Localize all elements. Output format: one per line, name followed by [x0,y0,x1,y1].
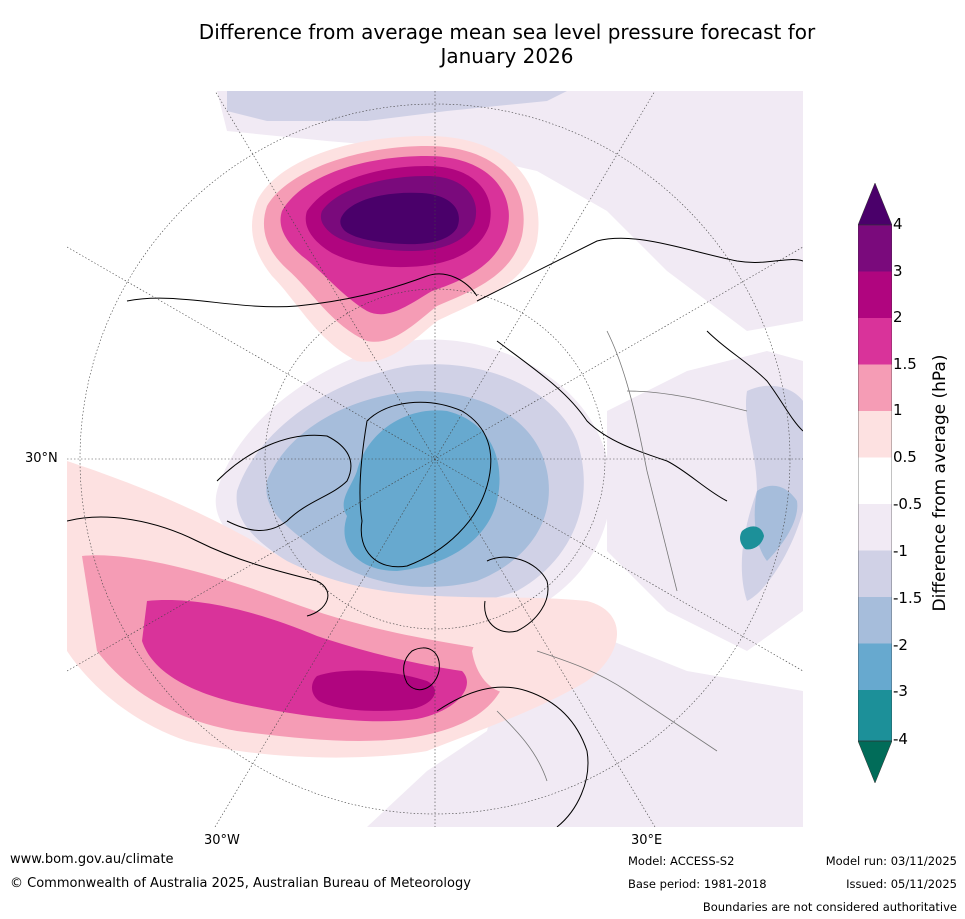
lat-label-30n: 30°N [25,451,58,466]
coast-north-america [67,516,329,617]
anomaly-neg05-europe-asia [367,631,803,827]
colorbar-bin-neg05-neg1 [858,504,892,551]
colorbar-bin-neg2-neg3 [858,643,892,690]
colorbar-tick: -4 [893,730,908,748]
coast-scandinavia [484,556,549,633]
anomaly-pos1-europe [472,602,599,694]
coast-east-asia [706,330,803,432]
coastlines [67,237,803,827]
boundary-disclaimer: Boundaries are not considered authoritat… [702,900,957,914]
meridian-30w [214,91,656,827]
colorbar-bin-neg1-neg15 [858,550,892,597]
map-title: Difference from average mean sea level p… [0,20,965,68]
title-line-1: Difference from average mean sea level p… [198,20,816,44]
meridian-30e [214,91,656,827]
issued-date: Issued: 05/11/2025 [846,877,957,891]
title-line-2: January 2026 [440,44,574,68]
colorbar-title: Difference from average (hPa) [930,354,950,612]
colorbar [858,183,892,783]
anomaly-neg1-north [227,91,567,121]
colorbar-bin-05-1 [858,411,892,458]
model-name: Model: ACCESS-S2 [628,854,735,868]
coast-europe [436,686,589,827]
colorbar-bin-1-15 [858,364,892,411]
graticule [67,91,803,827]
colorbar-tick: -0.5 [893,495,923,513]
coast-british-isles [403,647,440,691]
lat-circle-30 [79,103,791,815]
colorbar-frame [858,224,892,742]
base-period: Base period: 1981-2018 [628,877,767,891]
coast-alaska [126,273,478,308]
meridian-60e [67,246,803,672]
colorbar-tick: -2 [893,636,908,654]
lon-label-30e: 30°E [631,833,663,848]
anomaly-neg05-north [217,91,803,331]
coast-canada-arctic [216,434,352,531]
colorbar-bin-neg3-neg4 [858,690,892,741]
colorbar-tick: 4 [893,215,903,233]
anomaly-neg3-eastasia [740,526,764,550]
colorbar-extend-low [858,740,892,783]
colorbar-tick: -3 [893,682,908,700]
colorbar-tick: 3 [893,262,903,280]
colorbar-tick: 0.5 [893,448,917,466]
colorbar-tick: -1 [893,542,908,560]
colorbar-bin-neg15-neg2 [858,597,892,644]
coast-siberia [476,237,803,302]
website-link[interactable]: www.bom.gov.au/climate [10,852,174,867]
colorbar-bin-2-3 [858,271,892,318]
colorbar-tick: 1.5 [893,355,917,373]
colorbar-bin-15-2 [858,318,892,365]
borders [496,330,748,782]
pressure-anomaly-map [67,91,803,827]
anomaly-pos4plus-bering [340,192,459,245]
colorbar-tick: 1 [893,401,903,419]
anomaly-pos3-atlantic [311,670,435,711]
colorbar-tick: 2 [893,308,903,326]
coast-greenland [359,401,492,568]
lat-circle-60 [264,288,606,630]
colorbar-extend-high [858,183,892,226]
colorbar-tick: -1.5 [893,589,923,607]
model-run-date: Model run: 03/11/2025 [825,854,957,868]
colorbar-bin-neutral [858,457,892,504]
colorbar-bin-3-4 [858,225,892,272]
coast-russia-arctic [496,340,728,502]
lon-label-30w: 30°W [204,833,240,848]
anomaly-neg15-eastasia [754,485,798,561]
copyright-text: © Commonwealth of Australia 2025, Austra… [10,876,471,891]
